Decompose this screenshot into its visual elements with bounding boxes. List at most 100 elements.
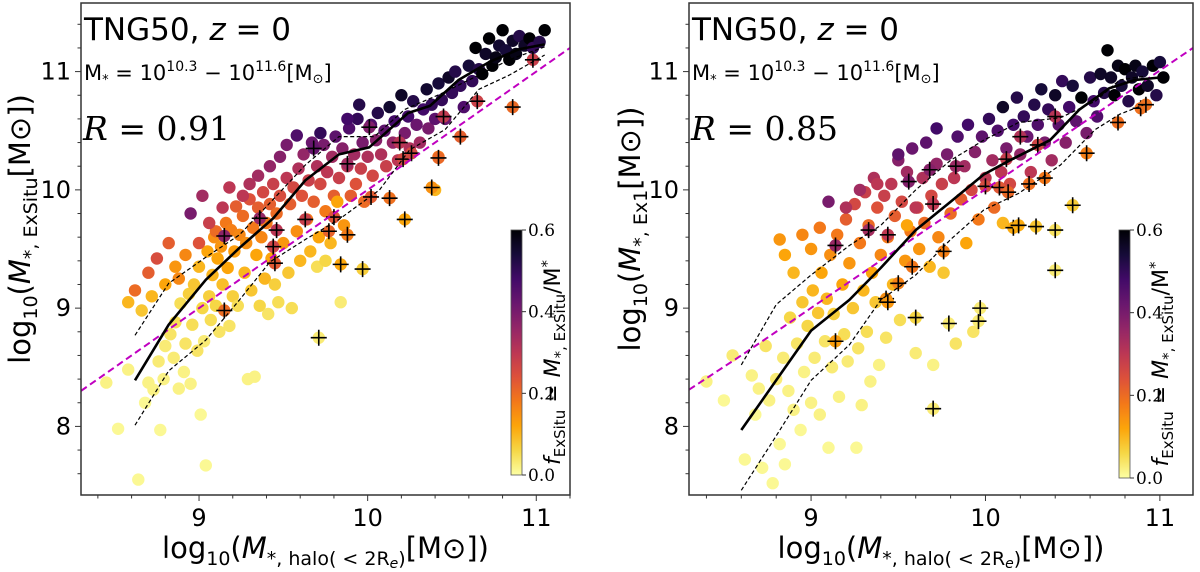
scatter-point — [332, 171, 346, 185]
scatter-point — [196, 189, 209, 202]
xlabel-log: log — [162, 531, 206, 565]
scatter-point — [1056, 74, 1069, 88]
scatter-point — [885, 177, 898, 191]
cb-M: M — [1149, 360, 1174, 379]
scatter-point — [251, 169, 265, 182]
colorbar-tick-label: 0.4 — [528, 303, 555, 323]
cross-marker — [504, 99, 521, 116]
scatter-point — [179, 248, 192, 262]
scatter-point — [482, 32, 496, 45]
scatter-point — [822, 195, 835, 208]
scatter-point — [773, 233, 786, 246]
scatter-point — [787, 403, 800, 416]
cb-Msub: *, ExSitu — [551, 294, 569, 358]
scatter-point — [248, 370, 261, 383]
cross-marker — [1028, 218, 1045, 235]
scatter-point — [794, 423, 807, 437]
scatter-point — [815, 266, 828, 279]
scatter-point — [1104, 71, 1118, 84]
ylabel-open: ( — [613, 272, 647, 283]
scatter-point — [513, 29, 526, 43]
scatter-point — [756, 461, 769, 474]
ylabel-log: log — [3, 320, 37, 364]
cross-marker — [890, 275, 907, 292]
cross-marker — [1036, 170, 1053, 187]
scatter-point — [204, 313, 217, 327]
scatter-point — [1049, 89, 1062, 102]
scatter-point — [958, 160, 971, 173]
lower-percentile-line — [134, 54, 545, 426]
scatter-point — [479, 47, 492, 61]
cross-marker — [435, 108, 452, 125]
scatter-point — [864, 375, 877, 388]
cb-Msub: *, ExSitu — [1159, 295, 1177, 359]
cb-f: f — [1149, 455, 1174, 466]
cross-marker — [524, 51, 541, 68]
scatter-point — [1031, 118, 1045, 131]
scatter-point — [913, 242, 926, 256]
scatter-point — [832, 390, 846, 403]
upper-percentile-line — [740, 75, 1145, 366]
scatter-point — [865, 266, 879, 279]
scatter-point — [738, 453, 751, 466]
scatter-point — [258, 272, 271, 285]
mass-eq: = 10 — [109, 61, 167, 85]
scatter-point — [223, 319, 236, 333]
scatter-point — [267, 177, 280, 191]
scatter-point — [329, 130, 342, 143]
y-tick-label: 10 — [40, 176, 71, 204]
mass-close: ] — [932, 61, 940, 85]
scatter-point — [968, 145, 982, 159]
scatter-point — [853, 236, 867, 250]
scatter-point — [378, 124, 391, 137]
scatter-point — [811, 306, 825, 320]
scatter-point — [250, 248, 263, 262]
scatter-point — [351, 112, 364, 126]
scatter-point — [1035, 83, 1048, 96]
scatter-point — [1080, 126, 1093, 140]
mass-eq: = 10 — [717, 61, 775, 85]
cross-marker — [395, 151, 412, 168]
scatter-point — [822, 441, 835, 454]
scatter-point — [420, 83, 433, 96]
scatter-point — [410, 118, 423, 131]
r-value: = 0.85 — [716, 109, 838, 148]
scatter-point — [991, 124, 1004, 137]
cross-marker — [332, 256, 349, 273]
scatter-point — [778, 248, 792, 262]
xlabel-unit: [M⊙]) — [406, 531, 489, 565]
scatter-point — [324, 236, 337, 250]
scatter-point — [1010, 91, 1024, 104]
scatter-point — [413, 136, 427, 149]
panel-title: TNG50, z = 0 — [691, 12, 899, 48]
lower-percentile-line — [740, 104, 1145, 491]
title-z: z — [208, 12, 226, 48]
scatter-point — [196, 301, 209, 315]
ylabel-sub: *, ExSitu — [20, 177, 42, 259]
scatter-point — [1083, 71, 1097, 84]
colorbar-label: fExSitu = M*, ExSitu/M* — [538, 260, 569, 465]
ylabel-10: 10 — [20, 295, 42, 319]
scatter-point — [813, 408, 826, 421]
scatter-point — [422, 122, 435, 135]
scatter-point — [432, 77, 445, 90]
colorbar — [510, 229, 523, 476]
scatter-point — [245, 284, 258, 297]
mass-sun: ⊙ — [921, 72, 932, 87]
scatter-point — [804, 242, 818, 256]
scatter-point — [223, 181, 236, 194]
scatter-point — [172, 272, 185, 285]
scatter-point — [1059, 136, 1072, 149]
plot-area — [689, 44, 1193, 491]
scatter-point — [892, 148, 905, 161]
scatter-point — [226, 290, 239, 303]
scatter-point — [229, 200, 243, 213]
r-value: = 0.91 — [108, 109, 230, 148]
mass-range-label: M* = 1010.3 − 1011.6[M⊙] — [84, 59, 332, 88]
scatter-point — [398, 126, 411, 140]
scatter-point — [1028, 98, 1041, 111]
scatter-point — [874, 248, 887, 262]
scatter-point — [717, 394, 731, 407]
scatter-point — [152, 355, 165, 368]
y-axis-label: log10(M*, ExSitu[M⊙]) — [3, 94, 42, 364]
